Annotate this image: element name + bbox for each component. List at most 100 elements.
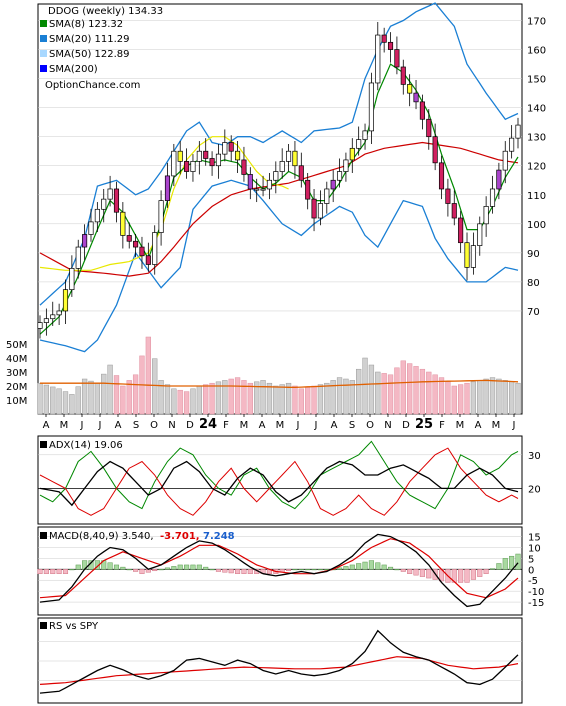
volume-bar xyxy=(298,388,304,415)
volume-bar xyxy=(413,366,419,415)
macd-hist-bar xyxy=(311,569,317,571)
volume-bar xyxy=(107,364,113,415)
macd-hist-bar xyxy=(483,569,489,574)
candle-body xyxy=(184,161,190,172)
legend-sma50: SMA(50) 122.89 xyxy=(49,49,130,60)
macd-tick-label: 0 xyxy=(528,565,534,576)
candle-body xyxy=(368,82,374,132)
macd-hist-bar xyxy=(349,564,355,570)
month-label: A xyxy=(115,420,122,431)
volume-bar xyxy=(451,385,457,415)
price-tick-label: 130 xyxy=(527,133,546,144)
volume-bar xyxy=(502,380,508,415)
candle-body xyxy=(273,171,279,181)
macd-lines xyxy=(39,533,519,608)
volume-ma-line xyxy=(40,379,519,389)
volume-bar xyxy=(152,358,158,415)
volume-bar xyxy=(426,371,432,415)
volume-tick-label: 10M xyxy=(6,396,27,407)
volume-bar xyxy=(464,382,470,415)
volume-bar xyxy=(362,357,368,415)
candles xyxy=(37,21,521,339)
price-frame xyxy=(37,3,523,415)
volume-bar xyxy=(37,382,43,415)
month-label: M xyxy=(276,420,285,431)
month-label: J xyxy=(296,420,300,431)
legend-sma200: SMA(200) xyxy=(49,64,98,75)
volume-bar xyxy=(69,394,75,415)
rs-grid xyxy=(38,641,522,681)
price-tick-label: 120 xyxy=(527,162,546,173)
candle-body xyxy=(387,41,394,50)
candle-body xyxy=(305,179,311,200)
macd-hist-bar xyxy=(317,569,323,571)
volume-bar xyxy=(381,373,387,415)
volume-bar xyxy=(407,363,413,415)
candle-body xyxy=(489,188,496,207)
volume-bar xyxy=(438,377,445,415)
month-label: O xyxy=(366,420,374,431)
macd-hist-bar xyxy=(107,562,113,570)
candle-body xyxy=(477,223,483,246)
month-label: M xyxy=(456,420,465,431)
volume-ticks: 10M 20M 30M 40M 50M xyxy=(6,340,27,407)
candle-body xyxy=(509,137,515,152)
volume-bar xyxy=(343,378,349,415)
candle-body xyxy=(438,162,445,190)
di-plus-line xyxy=(39,440,519,510)
macd-hist-bar xyxy=(235,569,241,574)
volume-bars xyxy=(37,336,521,415)
volume-bar xyxy=(145,336,151,415)
volume-bar xyxy=(368,364,375,415)
candle-body xyxy=(228,142,234,152)
adx-swatch xyxy=(40,441,47,448)
volume-bar xyxy=(247,382,253,415)
macd-hist-bar xyxy=(292,569,298,571)
macd-hist-bar xyxy=(515,553,521,570)
volume-bar xyxy=(43,384,50,415)
volume-tick-label: 40M xyxy=(6,354,27,365)
legend: DDOG (weekly) 134.33 SMA(8) 123.32 SMA(2… xyxy=(40,6,163,91)
macd-hist-value: 7.248 xyxy=(203,531,235,542)
volume-bar xyxy=(375,371,381,415)
volume-bar xyxy=(164,384,171,415)
candle-body xyxy=(324,188,330,204)
volume-bar xyxy=(336,377,343,415)
volume-bar xyxy=(432,374,438,415)
candle-body xyxy=(241,159,247,175)
month-labels: A M J J A S O N D 24 F M A M J J A S O N D 25 F M A M J xyxy=(43,414,515,432)
candle-body xyxy=(50,314,56,320)
volume-tick-label: 20M xyxy=(6,382,27,393)
price-tick-label: 170 xyxy=(527,17,546,28)
candle-body xyxy=(356,139,362,149)
candle-body xyxy=(235,150,241,161)
candle-body xyxy=(266,179,272,190)
volume-bar xyxy=(470,381,477,415)
di-minus-line xyxy=(39,447,519,516)
candle-body xyxy=(458,217,464,244)
month-label: A xyxy=(475,420,482,431)
candle-body xyxy=(330,179,336,190)
adx-tick-label: 30 xyxy=(528,451,541,462)
volume-bar xyxy=(177,389,183,415)
candle-body xyxy=(82,234,88,248)
volume-bar xyxy=(94,382,101,415)
macd-histogram xyxy=(37,553,521,583)
rs-swatch xyxy=(40,622,47,629)
macd-hist-bar xyxy=(509,555,515,570)
macd-hist-bar xyxy=(43,569,49,574)
candle-body xyxy=(190,161,196,172)
candle-body xyxy=(426,118,432,138)
candle-body xyxy=(69,268,75,291)
candle-body xyxy=(145,255,151,265)
month-label: O xyxy=(150,420,158,431)
month-label: A xyxy=(259,420,266,431)
candle-body xyxy=(432,136,438,164)
price-grid xyxy=(38,20,522,312)
macd-hist-bar xyxy=(164,567,171,570)
macd-hist-bar xyxy=(387,566,394,570)
sma8-line xyxy=(39,63,519,335)
volume-bar xyxy=(101,373,107,415)
